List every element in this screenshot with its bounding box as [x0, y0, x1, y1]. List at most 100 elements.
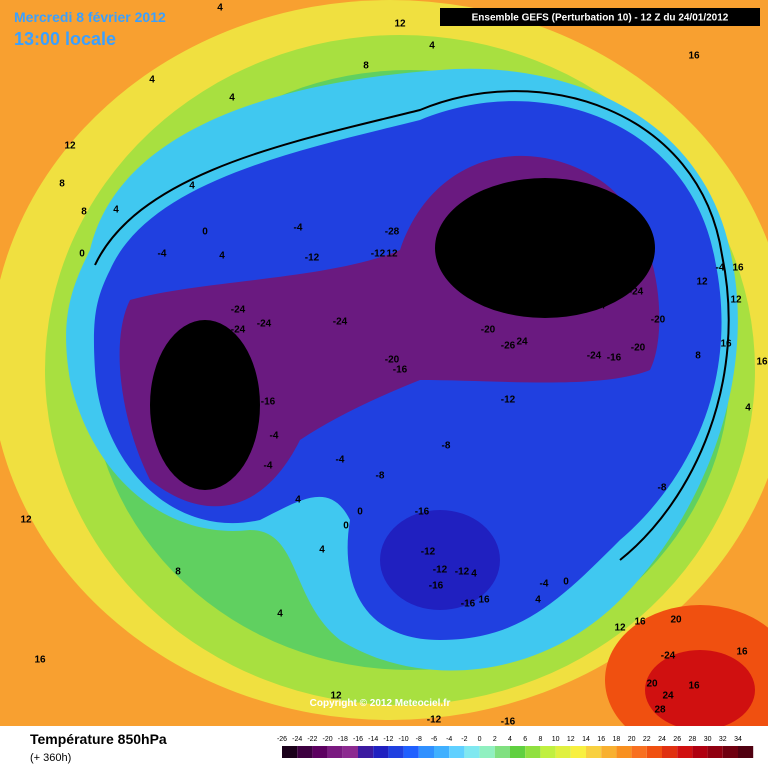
temperature-label: 0 [79, 249, 85, 260]
temperature-label: 12 [696, 277, 708, 288]
scale-swatch [449, 746, 465, 758]
temperature-label: -16 [261, 397, 276, 408]
temperature-label: -16 [393, 365, 408, 376]
scale-swatch [525, 746, 541, 758]
temperature-label: 24 [516, 337, 528, 348]
temperature-label: -12 [501, 395, 516, 406]
zone-darkblue [380, 510, 500, 610]
temperature-label: 16 [736, 647, 748, 658]
temperature-label: -12 [455, 567, 470, 578]
temperature-label: -12 [371, 249, 386, 260]
temperature-label: -24 [231, 305, 246, 316]
scale-label: -20 [323, 736, 333, 743]
temperature-label: -4 [540, 579, 549, 590]
temperature-label: -16 [607, 353, 622, 364]
temperature-label: 16 [478, 595, 490, 606]
scale-label: 14 [582, 736, 590, 743]
temperature-label: -12 [427, 715, 442, 726]
date: Mercredi 8 février 2012 [14, 9, 166, 25]
scale-label: 34 [734, 736, 742, 743]
scale-label: 18 [613, 736, 621, 743]
scale-swatch [282, 746, 298, 758]
temperature-label: -8 [442, 441, 451, 452]
temperature-label: -26 [501, 341, 516, 352]
scale-swatch [601, 746, 617, 758]
temperature-label: -24 [629, 287, 644, 298]
temperature-label: -8 [376, 471, 385, 482]
temperature-label: -4 [158, 249, 167, 260]
temperature-label: -16 [429, 581, 444, 592]
scale-swatch [722, 746, 738, 758]
scale-swatch [342, 746, 358, 758]
scale-swatch [297, 746, 313, 758]
temperature-label: 0 [343, 521, 349, 532]
temperature-label: -4 [264, 461, 273, 472]
temperature-label: 8 [59, 179, 65, 190]
scale-swatch [677, 746, 693, 758]
temperature-label: 12 [730, 295, 742, 306]
temperature-label: 16 [634, 617, 646, 628]
scale-swatch [434, 746, 450, 758]
scale-swatch [738, 746, 754, 758]
scale-swatch [418, 746, 434, 758]
scale-label: -16 [353, 736, 363, 743]
temperature-label: 16 [720, 339, 732, 350]
scale-swatch [479, 746, 495, 758]
scale-label: -4 [446, 736, 452, 743]
temperature-label: -24 [591, 301, 606, 312]
temperature-label: 16 [688, 51, 700, 62]
footer-title: Température 850hPa [30, 731, 167, 747]
temperature-label: -24 [231, 325, 246, 336]
temperature-label: 0 [357, 507, 363, 518]
scale-swatch [464, 746, 480, 758]
temperature-label: 8 [175, 567, 181, 578]
temperature-label: -4 [294, 223, 303, 234]
temperature-label: -24 [257, 319, 272, 330]
temperature-label: 4 [319, 545, 325, 556]
scale-swatch [616, 746, 632, 758]
scale-swatch [327, 746, 343, 758]
scale-swatch [570, 746, 586, 758]
time: 13:00 locale [14, 29, 116, 49]
scale-swatch [631, 746, 647, 758]
temperature-label: 16 [34, 655, 46, 666]
temperature-label: -12 [421, 547, 436, 558]
temperature-label: 8 [695, 351, 701, 362]
zone-black [435, 178, 655, 318]
temperature-label: -4 [716, 263, 725, 274]
model-box [440, 8, 760, 26]
temperature-label: 4 [189, 181, 195, 192]
scale-label: 28 [689, 736, 697, 743]
temperature-label: 16 [688, 681, 700, 692]
temperature-label: -28 [457, 219, 472, 230]
footer-lead: (+ 360h) [30, 752, 71, 764]
scale-swatch [707, 746, 723, 758]
scale-label: 0 [478, 736, 482, 743]
scale-label: 10 [552, 736, 560, 743]
temperature-label: 12 [330, 691, 342, 702]
scale-label: -12 [383, 736, 393, 743]
scale-swatch [312, 746, 328, 758]
temperature-label: -4 [336, 455, 345, 466]
temperature-label: 20 [646, 679, 658, 690]
scale-swatch [555, 746, 571, 758]
scale-swatch [662, 746, 678, 758]
scale-label: -2 [461, 736, 467, 743]
scale-swatch [388, 746, 404, 758]
temperature-label: 20 [670, 615, 682, 626]
scale-label: 26 [673, 736, 681, 743]
scale-swatch [403, 746, 419, 758]
scale-label: -8 [416, 736, 422, 743]
scale-swatch [692, 746, 708, 758]
scale-swatch [540, 746, 556, 758]
temperature-label: 4 [471, 569, 477, 580]
temperature-label: -24 [587, 351, 602, 362]
scale-label: -14 [368, 736, 378, 743]
scale-swatch [646, 746, 662, 758]
temperature-label: 4 [219, 251, 225, 262]
scale-label: 20 [628, 736, 636, 743]
temperature-label: -20 [631, 343, 646, 354]
temperature-label: 16 [756, 357, 768, 368]
temperature-label: 0 [202, 227, 208, 238]
scale-label: -26 [277, 736, 287, 743]
